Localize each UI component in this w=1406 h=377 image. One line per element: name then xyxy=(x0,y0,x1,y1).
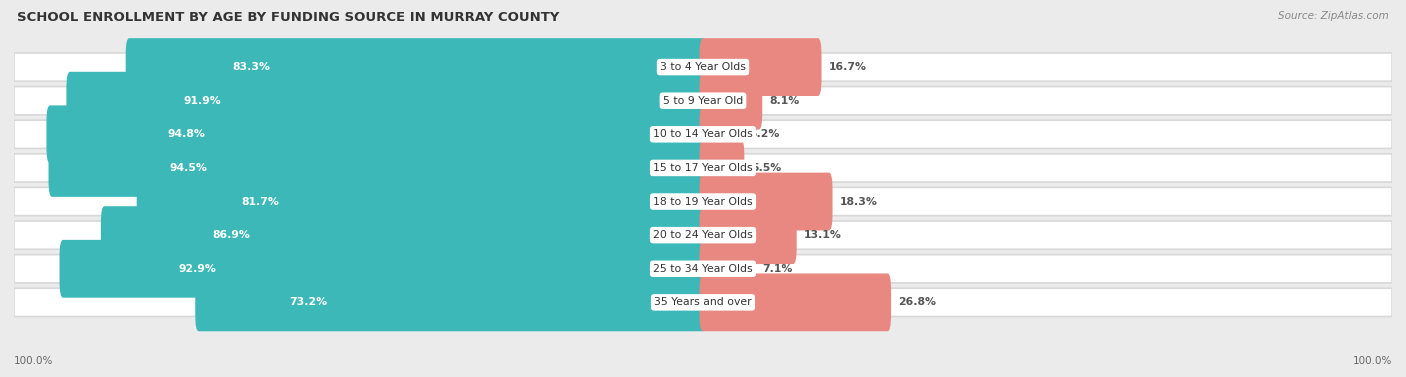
Text: 20 to 24 Year Olds: 20 to 24 Year Olds xyxy=(654,230,752,240)
FancyBboxPatch shape xyxy=(700,72,762,130)
FancyBboxPatch shape xyxy=(700,206,797,264)
Text: Source: ZipAtlas.com: Source: ZipAtlas.com xyxy=(1278,11,1389,21)
Text: 5.5%: 5.5% xyxy=(751,163,782,173)
Text: 81.7%: 81.7% xyxy=(242,196,280,207)
FancyBboxPatch shape xyxy=(14,187,1392,216)
FancyBboxPatch shape xyxy=(700,106,742,163)
FancyBboxPatch shape xyxy=(14,53,1392,81)
Text: 18 to 19 Year Olds: 18 to 19 Year Olds xyxy=(654,196,752,207)
Text: 35 Years and over: 35 Years and over xyxy=(654,297,752,307)
Text: 16.7%: 16.7% xyxy=(828,62,866,72)
FancyBboxPatch shape xyxy=(136,173,706,230)
Text: SCHOOL ENROLLMENT BY AGE BY FUNDING SOURCE IN MURRAY COUNTY: SCHOOL ENROLLMENT BY AGE BY FUNDING SOUR… xyxy=(17,11,560,24)
Text: 7.1%: 7.1% xyxy=(762,264,793,274)
FancyBboxPatch shape xyxy=(14,254,1392,283)
Text: 100.0%: 100.0% xyxy=(14,356,53,366)
FancyBboxPatch shape xyxy=(48,139,706,197)
Text: 92.9%: 92.9% xyxy=(179,264,217,274)
Text: 100.0%: 100.0% xyxy=(1353,356,1392,366)
Text: 10 to 14 Year Olds: 10 to 14 Year Olds xyxy=(654,129,752,139)
FancyBboxPatch shape xyxy=(700,173,832,230)
FancyBboxPatch shape xyxy=(700,38,821,96)
FancyBboxPatch shape xyxy=(14,288,1392,316)
FancyBboxPatch shape xyxy=(46,106,706,163)
FancyBboxPatch shape xyxy=(14,154,1392,182)
Text: 5.2%: 5.2% xyxy=(749,129,779,139)
Text: 3 to 4 Year Olds: 3 to 4 Year Olds xyxy=(659,62,747,72)
Text: 15 to 17 Year Olds: 15 to 17 Year Olds xyxy=(654,163,752,173)
FancyBboxPatch shape xyxy=(700,273,891,331)
Text: 94.5%: 94.5% xyxy=(169,163,207,173)
Text: 91.9%: 91.9% xyxy=(184,96,222,106)
FancyBboxPatch shape xyxy=(125,38,706,96)
FancyBboxPatch shape xyxy=(14,87,1392,115)
Text: 18.3%: 18.3% xyxy=(839,196,877,207)
Legend: Public School, Private School: Public School, Private School xyxy=(593,374,813,377)
Text: 26.8%: 26.8% xyxy=(898,297,936,307)
Text: 94.8%: 94.8% xyxy=(167,129,205,139)
Text: 86.9%: 86.9% xyxy=(212,230,250,240)
Text: 13.1%: 13.1% xyxy=(804,230,841,240)
FancyBboxPatch shape xyxy=(14,221,1392,249)
FancyBboxPatch shape xyxy=(700,240,755,298)
Text: 73.2%: 73.2% xyxy=(290,297,328,307)
FancyBboxPatch shape xyxy=(195,273,706,331)
FancyBboxPatch shape xyxy=(66,72,706,130)
Text: 8.1%: 8.1% xyxy=(769,96,800,106)
Text: 5 to 9 Year Old: 5 to 9 Year Old xyxy=(662,96,744,106)
Text: 83.3%: 83.3% xyxy=(232,62,270,72)
FancyBboxPatch shape xyxy=(59,240,706,298)
FancyBboxPatch shape xyxy=(14,120,1392,149)
FancyBboxPatch shape xyxy=(700,139,744,197)
FancyBboxPatch shape xyxy=(101,206,706,264)
Text: 25 to 34 Year Olds: 25 to 34 Year Olds xyxy=(654,264,752,274)
